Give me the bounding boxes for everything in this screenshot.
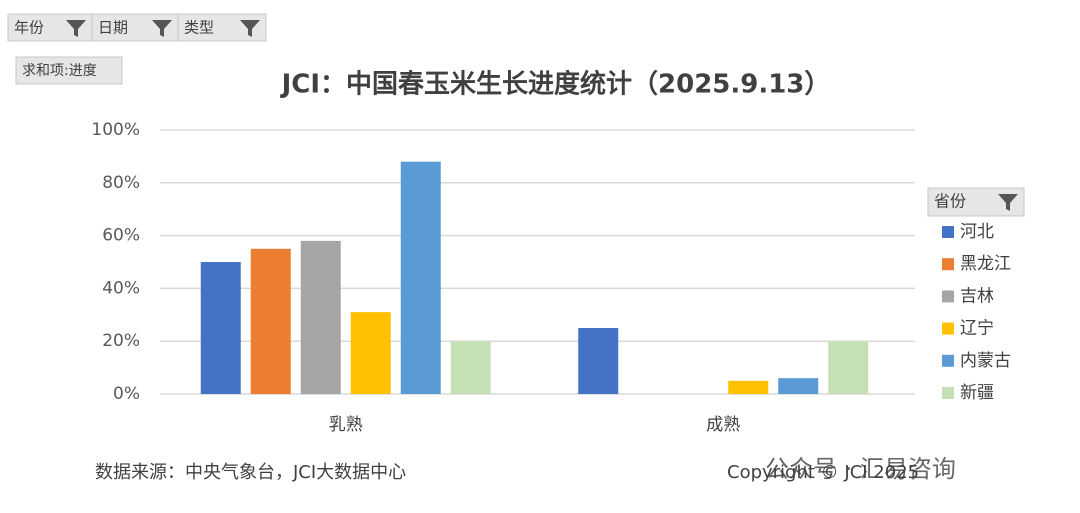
copyright: Copyright © JCI 2025 (727, 462, 919, 483)
filter-label: 年份 (14, 19, 44, 37)
legend-swatch (942, 322, 954, 335)
legend-label: 辽宁 (960, 319, 994, 339)
y-tick-label: 100% (91, 120, 140, 140)
source: 数据来源：中央气象台，JCI大数据中心 (95, 462, 406, 483)
bar (300, 240, 341, 394)
x-tick-label: 乳熟 (329, 414, 363, 435)
legend-swatch (942, 258, 954, 271)
x-tick-label: 成熟 (706, 414, 740, 435)
bar (450, 341, 491, 394)
y-tick-label: 40% (102, 278, 140, 298)
y-tick-label: 20% (102, 331, 140, 351)
filter-bar: 年份 日期 类型 求和项:进度 (7, 13, 267, 85)
bar (400, 161, 441, 394)
legend-swatch (942, 387, 954, 399)
bar (728, 380, 769, 394)
legend-label: 河北 (960, 222, 994, 242)
legend-swatch (942, 354, 954, 367)
y-tick-label: 0% (113, 384, 140, 404)
bar (778, 378, 819, 394)
bar (200, 262, 241, 394)
chart-title: JCI：中国春玉米生长进度统计（2025.9.13） (280, 69, 831, 100)
bar (250, 248, 291, 394)
filter-label: 日期 (98, 19, 128, 37)
legend-swatch (942, 290, 954, 303)
legend-label: 黑龙江 (960, 254, 1011, 274)
legend-title: 省份 (934, 192, 966, 211)
legend-swatch (942, 226, 954, 238)
bar (828, 341, 869, 394)
sum-label: 求和项:进度 (22, 63, 97, 79)
watermark: 公众号 · 汇易咨询 (765, 455, 956, 483)
bar (350, 312, 391, 394)
filter-icon (998, 194, 1018, 211)
filter-label: 类型 (184, 19, 214, 37)
filter-icon (240, 20, 260, 37)
filter-icon (152, 20, 172, 37)
bar (578, 328, 619, 394)
legend-label: 新疆 (960, 383, 994, 403)
sum-label-box (15, 56, 123, 85)
legend-label: 吉林 (960, 286, 994, 306)
filter-icon (66, 20, 86, 37)
y-tick-label: 80% (102, 173, 140, 193)
legend-label: 内蒙古 (960, 351, 1011, 371)
y-tick-label: 60% (102, 226, 140, 246)
